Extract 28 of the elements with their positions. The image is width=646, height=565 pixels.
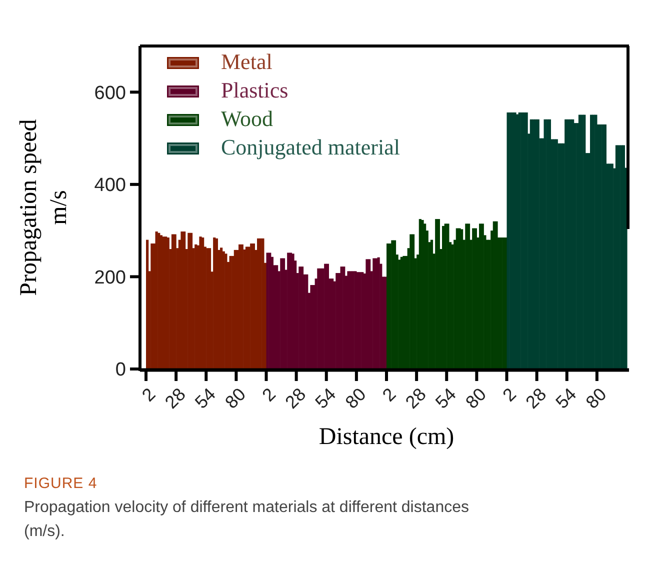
x-tick-label: 54	[311, 384, 340, 412]
legend-label: Metal	[221, 49, 272, 74]
x-tick-label: 80	[462, 384, 490, 412]
x-tick-label: 28	[161, 384, 190, 412]
x-tick-label: 54	[191, 384, 220, 412]
x-tick-label: 80	[341, 384, 370, 412]
x-tick-label: 54	[432, 384, 460, 412]
y-tick-label: 0	[115, 360, 126, 381]
x-tick-label: 80	[221, 384, 250, 412]
legend-label: Plastics	[221, 78, 288, 102]
x-tick-label: 2	[138, 384, 160, 406]
x-tick-label: 28	[281, 384, 310, 412]
x-tick-label: 80	[582, 384, 610, 412]
y-tick-label: 400	[94, 175, 126, 196]
x-tick-label: 28	[522, 384, 550, 412]
legend-label: Conjugated material	[221, 134, 400, 160]
x-tick-label: 54	[552, 384, 580, 412]
x-tick-label: 2	[498, 384, 520, 406]
x-tick-label: 2	[378, 384, 400, 406]
y-tick-label: 600	[94, 82, 126, 104]
text: Propagation velocity of different materials at different distances (m/s).	[24, 499, 469, 540]
x-tick-label: 2	[258, 384, 280, 406]
y-axis-title: Propagation speed m/s	[16, 119, 72, 296]
caption: FIGURE 4	[24, 475, 98, 492]
y-tick-label: 200	[94, 267, 126, 288]
x-tick-label: 28	[402, 384, 430, 412]
legend-label: Wood	[221, 106, 274, 131]
x-axis-title: Distance (cm)	[318, 424, 454, 450]
